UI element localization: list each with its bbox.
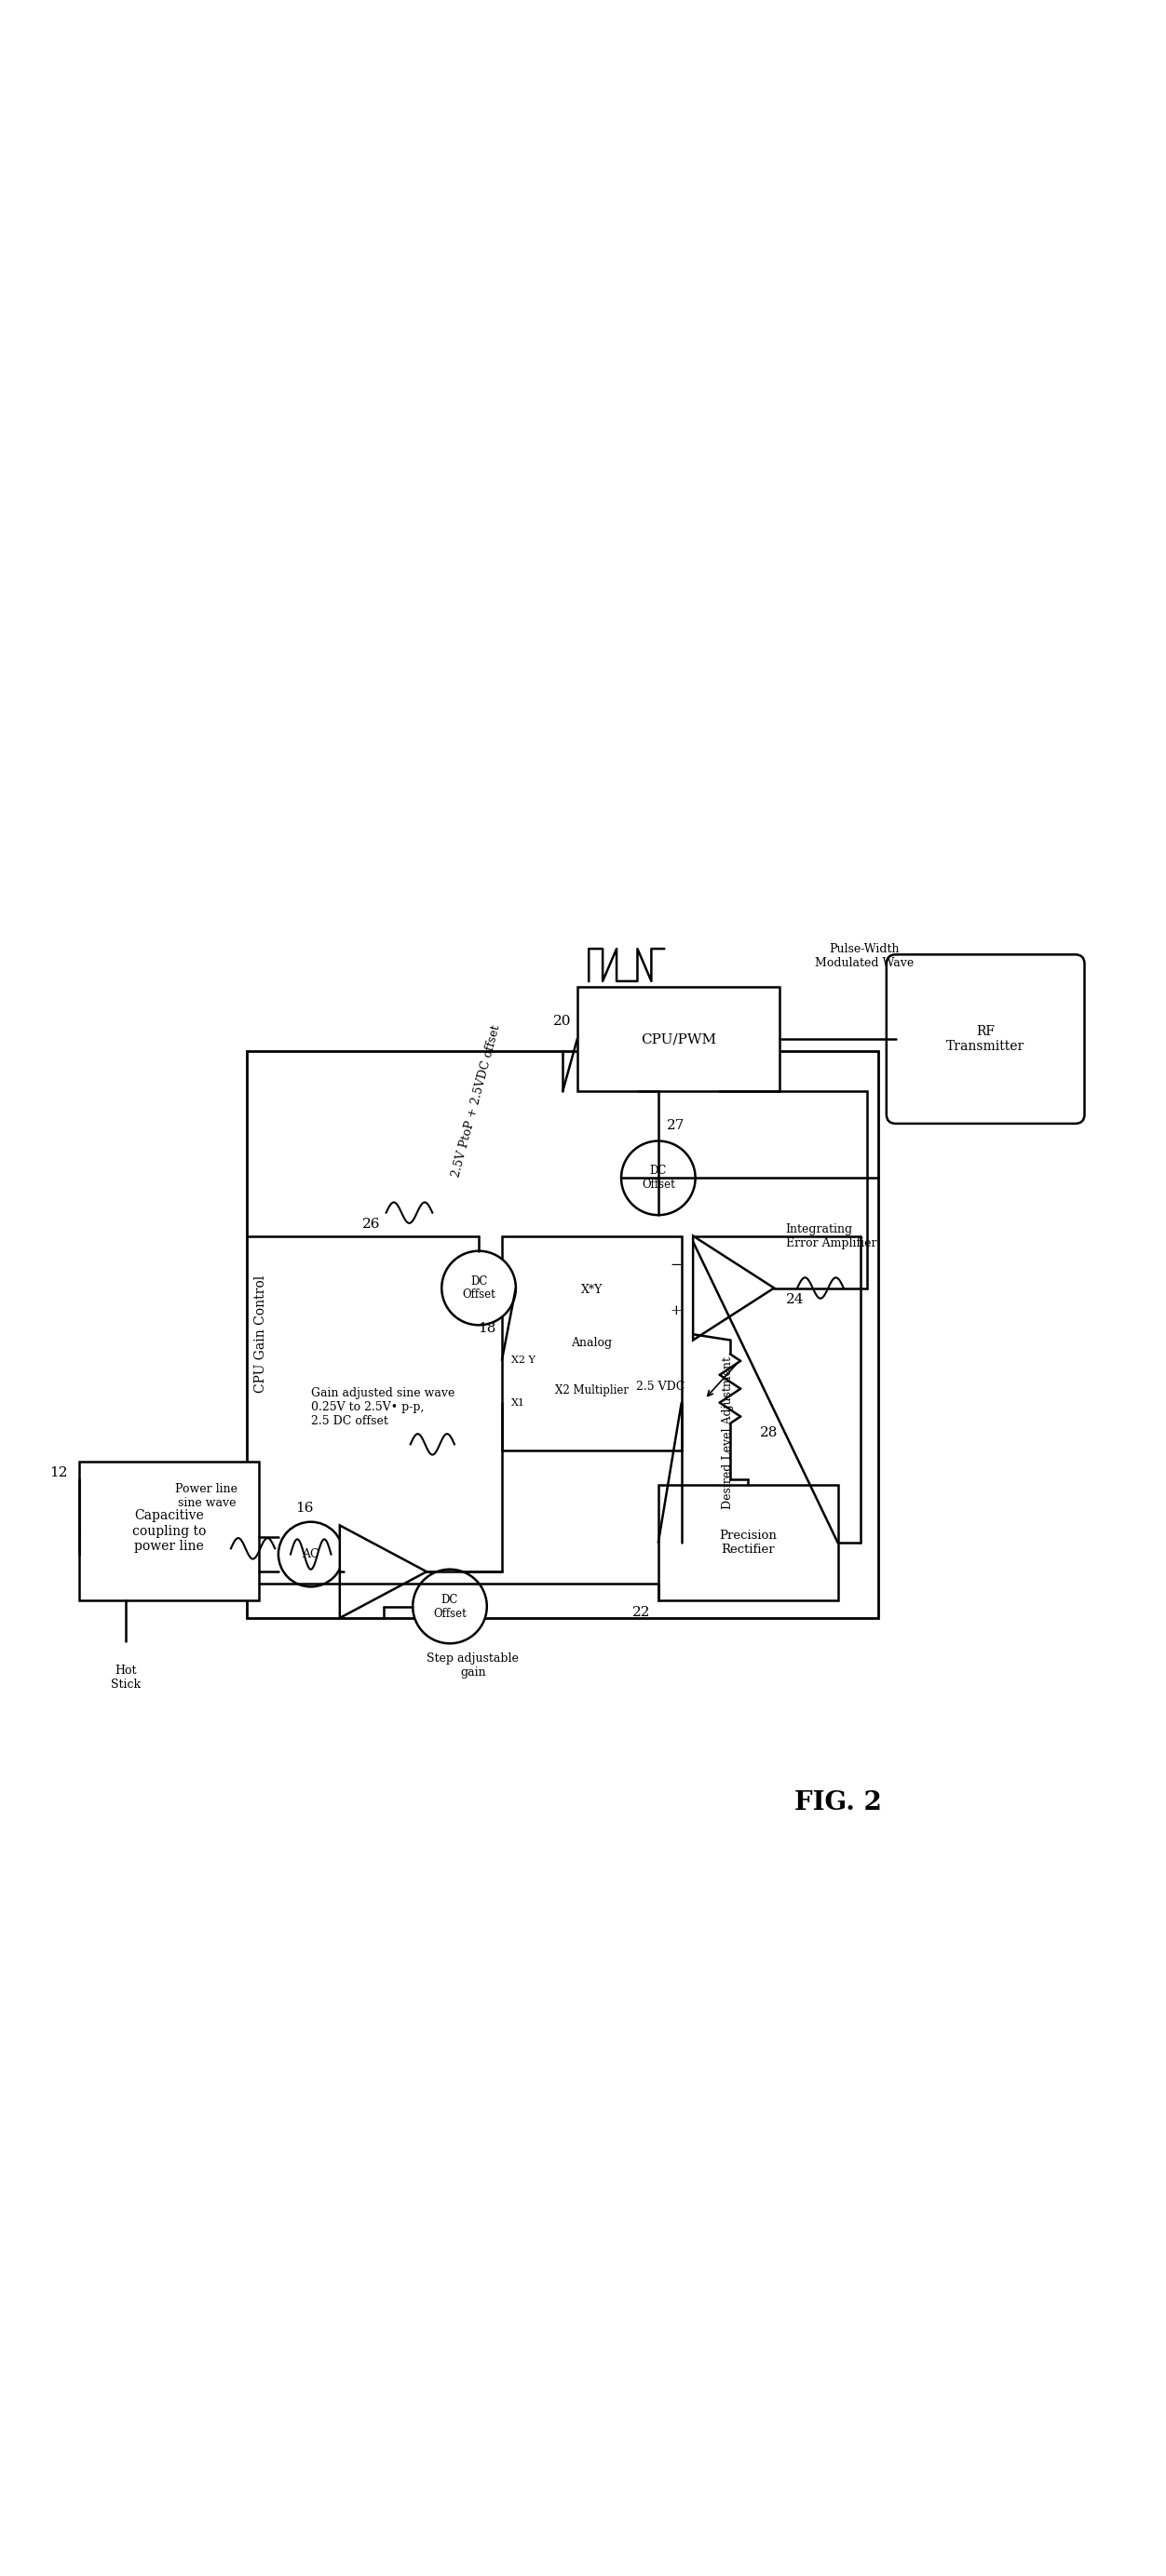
Text: Capacitive
coupling to
power line: Capacitive coupling to power line — [132, 1510, 206, 1553]
Text: 2.5V PtoP + 2.5VDC offset: 2.5V PtoP + 2.5VDC offset — [450, 1023, 503, 1177]
Text: CPU/PWM: CPU/PWM — [641, 1033, 716, 1046]
Bar — [501, 1236, 681, 1450]
Text: Integrating
Error Amplifier: Integrating Error Amplifier — [786, 1224, 877, 1249]
Text: FIG. 2: FIG. 2 — [794, 1790, 881, 1816]
Text: Pulse-Width
Modulated Wave: Pulse-Width Modulated Wave — [815, 943, 914, 969]
Text: 22: 22 — [632, 1605, 651, 1618]
Text: 12: 12 — [49, 1466, 68, 1479]
Text: Desired Level Adjustment: Desired Level Adjustment — [722, 1358, 735, 1510]
Text: Power line
sine wave: Power line sine wave — [175, 1484, 238, 1510]
Polygon shape — [339, 1525, 427, 1618]
Text: 20: 20 — [553, 1015, 571, 1028]
Text: 27: 27 — [667, 1118, 684, 1131]
Text: +: + — [669, 1303, 681, 1319]
Text: AC: AC — [302, 1548, 319, 1561]
Text: 16: 16 — [295, 1502, 314, 1515]
Circle shape — [279, 1522, 343, 1587]
Text: DC
Offset: DC Offset — [641, 1164, 675, 1190]
Text: X2 Multiplier: X2 Multiplier — [555, 1383, 628, 1396]
FancyBboxPatch shape — [886, 956, 1084, 1123]
Bar — [247, 1051, 878, 1618]
Text: Step adjustable
gain: Step adjustable gain — [427, 1654, 519, 1680]
Text: 18: 18 — [478, 1321, 496, 1334]
Text: Gain adjusted sine wave
0.25V to 2.5V• p-p,
2.5 DC offset: Gain adjusted sine wave 0.25V to 2.5V• p… — [311, 1386, 455, 1427]
Circle shape — [621, 1141, 695, 1216]
Text: CPU Gain Control: CPU Gain Control — [254, 1275, 267, 1394]
Text: 28: 28 — [760, 1427, 778, 1440]
Text: X2 Y: X2 Y — [511, 1355, 535, 1365]
Bar — [577, 987, 780, 1092]
Text: Hot
Stick: Hot Stick — [111, 1664, 140, 1690]
Text: −: − — [669, 1257, 681, 1273]
Text: Analog: Analog — [571, 1337, 612, 1350]
Bar — [659, 1484, 838, 1600]
Text: 24: 24 — [786, 1293, 803, 1306]
Circle shape — [413, 1569, 487, 1643]
Text: Precision
Rectifier: Precision Rectifier — [719, 1530, 777, 1556]
Text: RF
Transmitter: RF Transmitter — [947, 1025, 1025, 1054]
Polygon shape — [693, 1236, 774, 1340]
Text: DC
Offset: DC Offset — [433, 1595, 466, 1620]
Text: X1: X1 — [511, 1399, 525, 1406]
Text: 2.5 VDC: 2.5 VDC — [637, 1381, 684, 1394]
Text: X*Y: X*Y — [581, 1283, 603, 1296]
Text: 26: 26 — [363, 1218, 380, 1231]
Text: DC
Offset: DC Offset — [462, 1275, 496, 1301]
Circle shape — [442, 1252, 515, 1324]
Bar — [79, 1461, 259, 1600]
